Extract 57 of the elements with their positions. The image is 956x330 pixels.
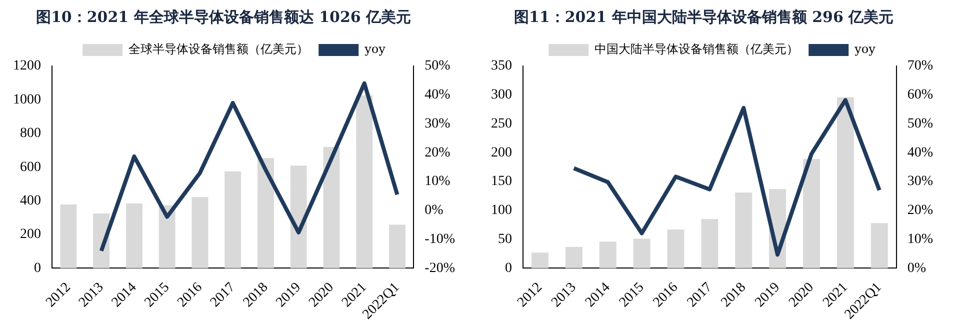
y2-tick-label: 20% (907, 203, 934, 218)
y-tick-label: 400 (20, 193, 41, 208)
y2-tick-label: 60% (907, 88, 934, 103)
bar (599, 242, 616, 268)
bar (258, 158, 274, 268)
bar (531, 252, 548, 268)
y-tick-label: 1000 (13, 92, 41, 108)
bar (803, 159, 820, 268)
y2-tick-label: 50% (424, 58, 451, 74)
bar (667, 230, 684, 268)
bar (701, 219, 718, 268)
y2-tick-label: 70% (907, 58, 934, 74)
y2-tick-label: 40% (424, 88, 451, 103)
y-tick-label: 250 (491, 116, 512, 132)
y-tick-label: 600 (20, 160, 41, 175)
y2-tick-label: -20% (424, 260, 456, 276)
legend-label: 中国大陆半导体设备销售额（亿美元） (594, 42, 799, 56)
y2-tick-label: 0% (907, 260, 926, 276)
bar (735, 192, 752, 268)
y2-tick-label: 0% (424, 203, 444, 218)
bar (565, 246, 582, 268)
bar (633, 238, 650, 268)
bar (389, 224, 406, 268)
y-tick-label: 0 (505, 260, 512, 276)
bar (323, 146, 340, 268)
y-tick-label: 100 (491, 203, 512, 218)
y-tick-label: 150 (491, 174, 512, 190)
bar (290, 166, 307, 268)
y2-tick-label: 40% (907, 145, 934, 160)
y2-tick-label: 30% (424, 116, 451, 132)
legend-label: yoy (364, 42, 386, 56)
y2-tick-label: 10% (424, 174, 451, 190)
chart-title: 图10：2021 年全球半导体设备销售额达 1026 亿美元 (35, 7, 412, 28)
y-tick-label: 200 (491, 145, 512, 160)
y-tick-label: 200 (20, 227, 41, 242)
y2-tick-label: 10% (907, 232, 934, 248)
y-tick-label: 800 (20, 126, 41, 142)
legend-label: yoy (854, 42, 876, 56)
y-tick-label: 350 (491, 58, 512, 74)
y2-tick-label: 20% (424, 145, 451, 160)
y-tick-label: 50 (498, 232, 512, 248)
bar (224, 171, 242, 268)
legend-label: 全球半导体设备销售额（亿美元） (128, 42, 309, 56)
y-tick-label: 1200 (13, 58, 41, 74)
y-tick-label: 0 (34, 260, 41, 276)
bar (356, 95, 373, 268)
bar (126, 203, 142, 268)
bar (60, 204, 77, 268)
bar (192, 196, 208, 268)
y-tick-label: 300 (491, 88, 512, 103)
y2-tick-label: -10% (424, 232, 456, 248)
bar (870, 223, 888, 268)
bar (836, 97, 854, 268)
y2-tick-label: 50% (907, 116, 934, 132)
bar (158, 205, 176, 268)
chart-title: 图11：2021 年中国大陆半导体设备销售额 296 亿美元 (513, 7, 895, 28)
y2-tick-label: 30% (907, 174, 934, 190)
